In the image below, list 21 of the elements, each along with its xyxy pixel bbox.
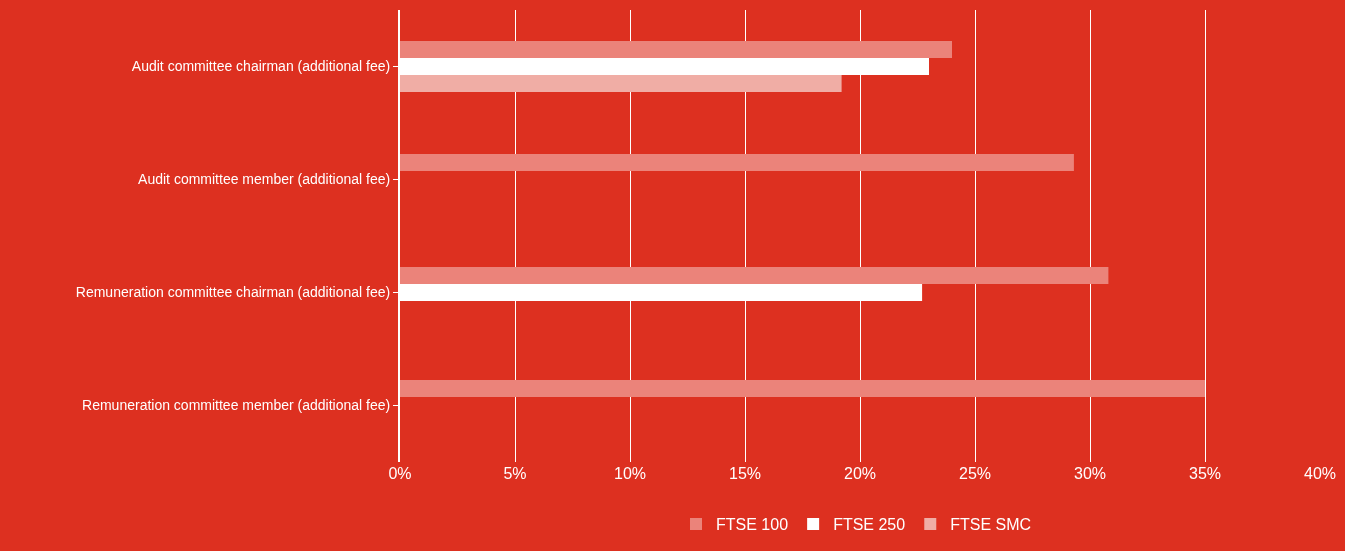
bar [400,74,842,92]
x-tick-label: 5% [503,465,527,482]
y-tick-label: Audit committee member (additional fee) [138,171,391,188]
x-tick-label: 15% [728,465,762,482]
x-tick-label: 30% [1073,465,1107,482]
y-tick-label: Audit committee chairman (additional fee) [131,58,391,75]
y-tick-label: Remuneration committee chairman (additional fee) [75,284,391,301]
bar [400,267,1109,285]
x-tick-label: 35% [1188,465,1222,482]
bar [400,154,1074,172]
legend-label: FTSE 100 [716,516,789,534]
y-tick-label: Remuneration committee member (additional fee) [82,397,391,414]
legend-label: FTSE 250 [833,516,906,534]
x-tick-label: 20% [843,465,877,482]
x-tick-label: 40% [1303,465,1337,482]
bar [400,380,1205,398]
x-tick-label: 0% [388,465,412,482]
legend-label: FTSE SMC [950,516,1032,534]
x-tick-label: 25% [958,465,992,482]
bar [400,41,952,59]
x-tick-label: 10% [613,465,647,482]
